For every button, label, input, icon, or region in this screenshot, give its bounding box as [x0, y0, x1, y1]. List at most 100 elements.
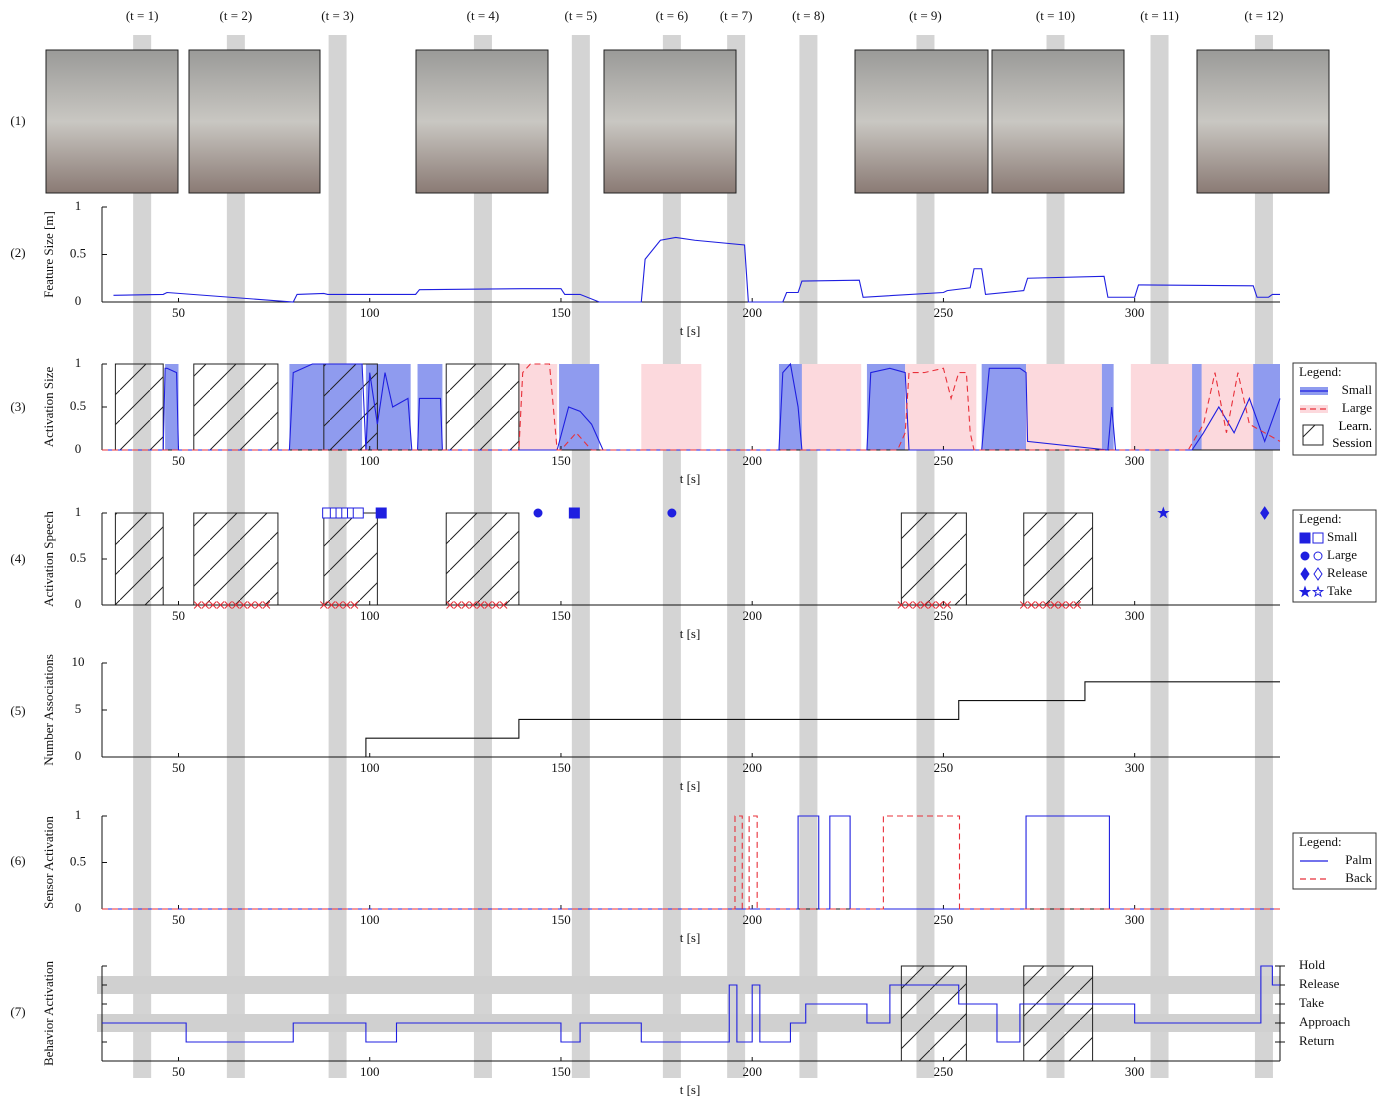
- panel-label: (7): [10, 1004, 25, 1019]
- photo: [1197, 50, 1329, 193]
- panel-label: (2): [10, 245, 25, 260]
- x-tick-label: 50: [172, 305, 185, 320]
- panel-label: (6): [10, 853, 25, 868]
- y-tick-label: 0: [75, 293, 82, 308]
- x-tick-label: 100: [360, 1064, 380, 1079]
- y-tick-label: 0: [75, 441, 82, 456]
- marker-circle: [534, 509, 542, 517]
- y-tick-label: Take: [1299, 995, 1324, 1010]
- learning-session: [115, 513, 163, 605]
- time-label: (t = 1): [126, 8, 159, 23]
- y-tick-label: 1: [75, 355, 82, 370]
- legend-label: Large: [1342, 400, 1372, 415]
- region: [802, 364, 861, 450]
- x-axis-label: t [s]: [680, 471, 701, 486]
- learning-session: [446, 364, 519, 450]
- time-label: (t = 5): [565, 8, 598, 23]
- panel: 051050100150200250300t [s]Number Associa…: [41, 654, 1280, 793]
- page: (t = 1)(t = 2)(t = 3)(t = 4)(t = 5)(t = …: [0, 0, 1387, 1107]
- legend-label: Learn. Session: [1324, 417, 1372, 451]
- legend-title: Legend:: [1299, 834, 1342, 849]
- time-label: (t = 4): [467, 8, 500, 23]
- series-line: [102, 816, 1280, 909]
- x-tick-label: 100: [360, 608, 380, 623]
- x-tick-label: 250: [934, 305, 954, 320]
- legend-label: Palm: [1345, 852, 1372, 867]
- figure: (t = 1)(t = 2)(t = 3)(t = 4)(t = 5)(t = …: [0, 0, 1387, 1102]
- learning-session: [194, 513, 278, 605]
- x-axis-label: t [s]: [680, 626, 701, 641]
- x-tick-label: 300: [1125, 760, 1145, 775]
- x-tick-label: 300: [1125, 608, 1145, 623]
- marker-circle: [1314, 552, 1322, 560]
- x-tick-label: 250: [934, 608, 954, 623]
- time-label: (t = 9): [909, 8, 942, 23]
- legend-label: Small: [1342, 382, 1373, 397]
- time-label: (t = 2): [220, 8, 253, 23]
- photo: [416, 50, 548, 193]
- x-tick-label: 200: [742, 608, 762, 623]
- time-band: [799, 35, 817, 1078]
- marker-square: [353, 508, 363, 518]
- time-label: (t = 12): [1244, 8, 1283, 23]
- learning-session: [115, 364, 163, 450]
- legend-title: Legend:: [1299, 364, 1342, 379]
- learning-session: [446, 513, 519, 605]
- time-label: (t = 7): [720, 8, 753, 23]
- y-tick-label: 1: [75, 504, 82, 519]
- x-axis-label: t [s]: [680, 930, 701, 945]
- x-tick-label: 150: [551, 760, 571, 775]
- legend-label: Take: [1327, 583, 1352, 598]
- x-tick-label: 250: [934, 912, 954, 927]
- photo: [189, 50, 320, 193]
- legend-label: Release: [1327, 565, 1368, 580]
- x-axis-label: t [s]: [680, 1082, 701, 1097]
- x-tick-label: 150: [551, 453, 571, 468]
- x-tick-label: 150: [551, 608, 571, 623]
- x-tick-label: 150: [551, 912, 571, 927]
- photo: [604, 50, 736, 193]
- series-line: [102, 816, 1280, 909]
- region: [559, 364, 599, 450]
- y-tick-label: 1: [75, 807, 82, 822]
- x-tick-label: 200: [742, 305, 762, 320]
- x-tick-label: 200: [742, 453, 762, 468]
- y-tick-label: 1: [75, 198, 82, 213]
- y-tick-label: 5: [75, 701, 82, 716]
- y-tick-label: 0.5: [70, 245, 86, 260]
- y-axis-label: Behavior Activation: [41, 960, 56, 1066]
- x-tick-label: 50: [172, 760, 185, 775]
- legend-session: Learn. Session: [1324, 417, 1376, 457]
- time-label: (t = 6): [656, 8, 689, 23]
- time-label: (t = 8): [792, 8, 825, 23]
- x-tick-label: 100: [360, 305, 380, 320]
- marker-square: [1313, 533, 1323, 543]
- legend-label: Back: [1345, 870, 1372, 885]
- time-label: (t = 11): [1140, 8, 1179, 23]
- y-axis-label: Activation Size: [41, 367, 56, 448]
- photo: [992, 50, 1124, 193]
- y-axis-label: Sensor Activation: [41, 816, 56, 909]
- y-tick-label: 0.5: [70, 398, 86, 413]
- legend-label: Small: [1327, 529, 1358, 544]
- y-tick-label: Release: [1299, 976, 1340, 991]
- x-tick-label: 50: [172, 912, 185, 927]
- y-axis-label: Feature Size [m]: [41, 211, 56, 298]
- series-line: [366, 682, 1280, 757]
- region: [641, 364, 701, 450]
- y-axis-label: Number Associations: [41, 654, 56, 766]
- region: [1131, 364, 1192, 450]
- legend-hatch: [1303, 425, 1323, 445]
- y-tick-label: 0: [75, 748, 82, 763]
- level-band: [97, 1014, 1280, 1032]
- x-tick-label: 100: [360, 912, 380, 927]
- photo: [855, 50, 988, 193]
- y-tick-label: 10: [72, 654, 85, 669]
- x-tick-label: 300: [1125, 453, 1145, 468]
- y-tick-label: Hold: [1299, 957, 1326, 972]
- panel-label: (4): [10, 551, 25, 566]
- region: [905, 364, 976, 450]
- time-label: (t = 10): [1036, 8, 1075, 23]
- panel-label: (3): [10, 399, 25, 414]
- y-tick-label: 0: [75, 596, 82, 611]
